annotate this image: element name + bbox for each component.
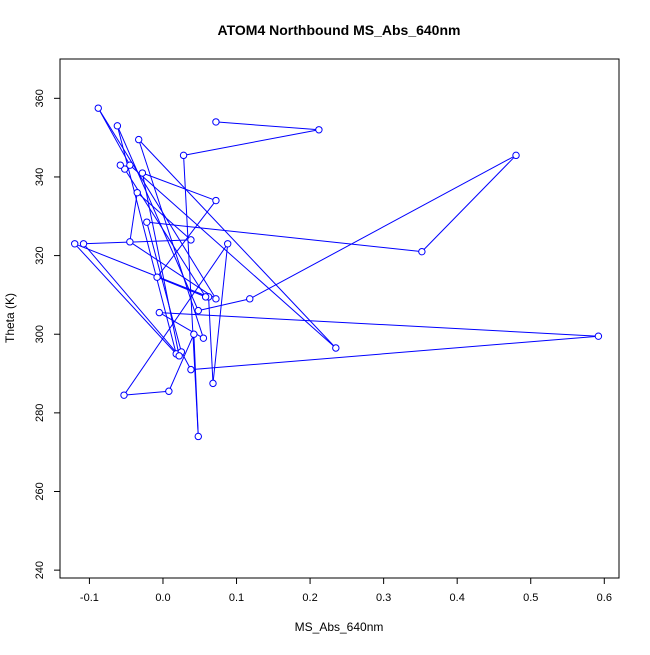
x-tick-label: -0.1 <box>80 592 99 604</box>
series-segment <box>421 154 517 253</box>
chart-title: ATOM4 Northbound MS_Abs_640nm <box>218 22 461 38</box>
x-tick-label: 0.2 <box>302 592 317 604</box>
data-point <box>71 240 79 248</box>
data-point <box>418 247 426 256</box>
data-point <box>175 352 183 360</box>
y-tick-label: 260 <box>34 482 46 500</box>
series-segment <box>183 129 319 156</box>
x-axis-label: MS_Abs_640nm <box>295 620 384 634</box>
data-point <box>187 365 195 374</box>
x-tick-label: 0.0 <box>155 592 170 604</box>
data-point <box>155 308 163 317</box>
x-tick-label: 0.1 <box>229 592 244 604</box>
x-tick-label: 0.3 <box>376 592 391 604</box>
series-segment <box>215 121 319 131</box>
series-segment <box>198 298 250 312</box>
data-point <box>512 151 520 160</box>
data-point <box>199 334 208 342</box>
data-point <box>246 295 254 303</box>
x-tick-label: 0.4 <box>450 592 465 604</box>
data-point <box>187 236 195 244</box>
data-point <box>201 293 210 301</box>
data-point <box>153 273 161 281</box>
data-point <box>190 330 198 338</box>
series-segment <box>129 164 337 349</box>
series-segment <box>74 243 177 355</box>
series-segment <box>136 192 192 241</box>
data-point <box>135 135 143 144</box>
data-point <box>79 240 88 248</box>
data-point <box>133 188 141 197</box>
series-segment <box>156 200 217 278</box>
x-axis: -0.1 0.0 0.1 0.2 0.3 0.4 0.5 0.6 <box>80 577 612 604</box>
series-segment <box>129 192 138 242</box>
series-segment <box>138 139 204 339</box>
series-segment <box>129 241 217 300</box>
data-point <box>120 391 128 399</box>
data-point <box>143 218 151 226</box>
data-point <box>194 306 202 315</box>
data-point <box>332 344 340 352</box>
data-point <box>113 122 122 130</box>
y-tick-label: 340 <box>34 168 46 186</box>
series-segment <box>124 168 207 298</box>
series-segment <box>74 243 209 298</box>
data-point <box>138 169 147 177</box>
series-segment <box>146 221 422 253</box>
series-segment <box>97 107 131 166</box>
series-segment <box>123 390 169 396</box>
data-point <box>126 238 134 246</box>
data-point <box>94 104 102 112</box>
y-tick-label: 300 <box>34 325 46 343</box>
data-point <box>209 379 217 388</box>
data-point <box>194 432 202 441</box>
y-tick-label: 280 <box>34 404 46 422</box>
series-segment <box>208 296 214 384</box>
series-segment <box>159 312 599 337</box>
data-point <box>212 196 220 205</box>
data-point <box>594 332 603 340</box>
series-layer <box>71 104 603 441</box>
series-segment <box>168 334 195 392</box>
series-segment <box>123 243 229 396</box>
y-tick-label: 360 <box>34 89 46 107</box>
series-segment <box>193 334 199 437</box>
y-axis: 240 260 280 300 320 340 360 <box>34 89 61 579</box>
series-segment <box>138 139 337 349</box>
data-point <box>212 118 220 126</box>
y-tick-label: 240 <box>34 561 46 579</box>
series-segment <box>97 107 217 300</box>
x-tick-label: 0.5 <box>523 592 538 604</box>
data-point <box>212 295 220 303</box>
series-segment <box>249 154 517 300</box>
series-segment <box>83 239 191 245</box>
data-point <box>179 151 188 160</box>
data-point <box>224 240 232 248</box>
data-point <box>165 387 173 395</box>
series-segment <box>142 172 217 202</box>
series-segment <box>141 172 180 356</box>
series-segment <box>146 222 182 353</box>
y-axis-label: Theta (K) <box>3 293 17 343</box>
data-point <box>315 126 323 134</box>
series-segment <box>156 276 206 298</box>
y-tick-label: 320 <box>34 246 46 264</box>
series-segment <box>83 243 180 357</box>
series-segment <box>212 243 229 384</box>
data-point <box>116 161 125 169</box>
data-point <box>126 161 134 169</box>
series-segment <box>190 335 599 371</box>
x-tick-label: 0.6 <box>597 592 612 604</box>
